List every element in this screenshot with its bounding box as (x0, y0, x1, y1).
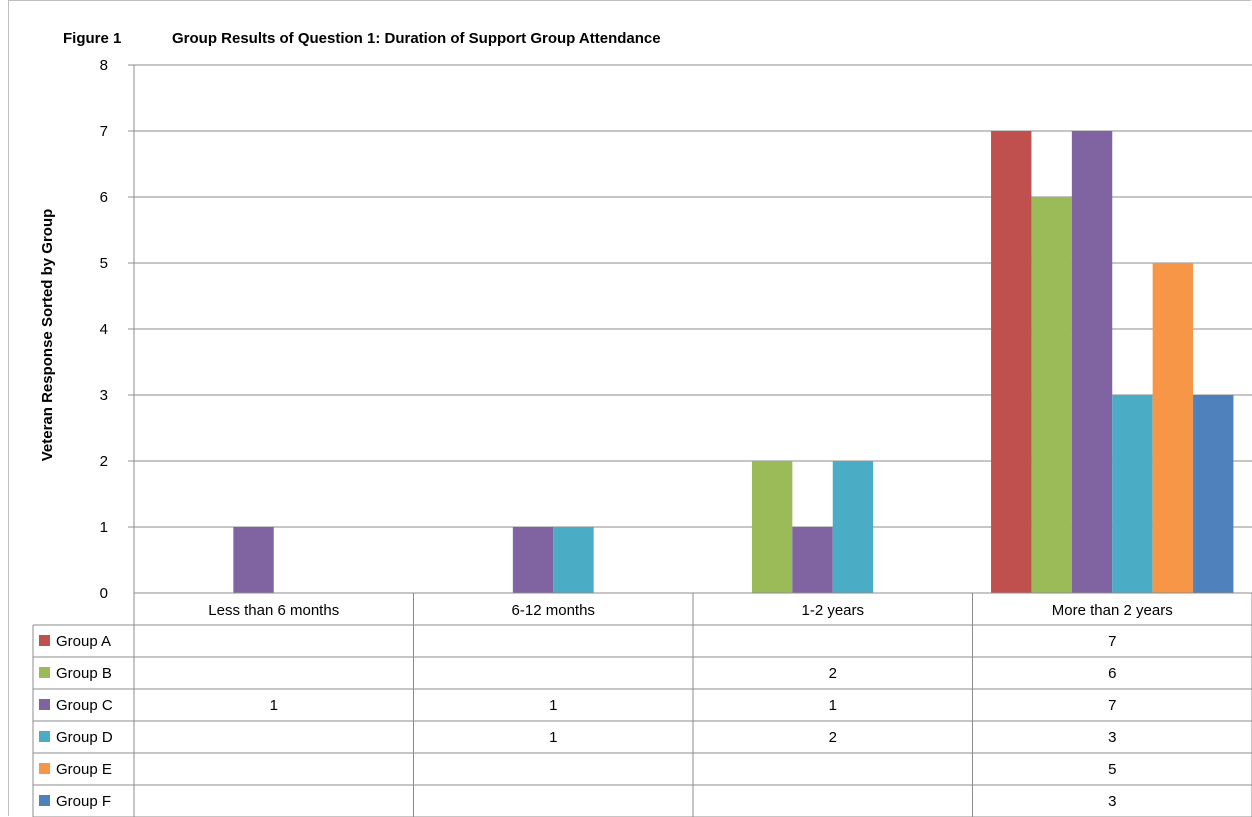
legend-swatch (39, 763, 50, 774)
legend-swatch (39, 795, 50, 806)
data-label: 2 (829, 729, 837, 746)
bar (991, 131, 1032, 593)
legend-swatch (39, 731, 50, 742)
legend-label: Group F (56, 793, 111, 810)
bars (233, 131, 1234, 593)
data-label: 5 (1108, 761, 1116, 778)
y-tick-label: 1 (100, 519, 108, 536)
data-label: 6 (1108, 665, 1116, 682)
data-table: Less than 6 months 6-12 months 1-2 years Mo… (32, 592, 1252, 817)
x-tick-label: Less than 6 months (208, 602, 339, 619)
bar (832, 461, 874, 593)
chart-title: Group Results of Question 1: Duration of… (172, 30, 661, 47)
data-label: 7 (1108, 633, 1116, 650)
y-axis-ticks: 0 1 2 3 4 5 6 7 8 (100, 57, 108, 602)
y-tick-label: 8 (100, 57, 108, 74)
data-label: 7 (1108, 697, 1116, 714)
x-tick-label: 1-2 years (801, 602, 864, 619)
bar (1031, 197, 1072, 593)
legend-label: Group E (56, 761, 112, 778)
data-label: 3 (1108, 729, 1116, 746)
y-tick-label: 6 (100, 189, 108, 206)
bar (1112, 395, 1153, 593)
legend-label: Group C (56, 697, 113, 714)
y-tick-label: 7 (100, 123, 108, 140)
legend-label: Group A (56, 633, 111, 650)
bar (1152, 263, 1194, 593)
x-tick-label: More than 2 years (1052, 602, 1173, 619)
bar (1071, 131, 1113, 593)
data-label: 3 (1108, 793, 1116, 810)
bar (553, 527, 594, 593)
legend-swatch (39, 699, 50, 710)
y-tick-label: 4 (100, 321, 108, 338)
y-tick-label: 3 (100, 387, 108, 404)
data-label: 2 (829, 665, 837, 682)
chart-frame (8, 0, 1251, 816)
legend-swatch (39, 667, 50, 678)
data-label: 1 (549, 697, 557, 714)
legend-label: Group D (56, 729, 113, 746)
figure-label: Figure 1 (63, 30, 121, 47)
y-tick-label: 2 (100, 453, 108, 470)
bar (792, 527, 833, 593)
y-tick-label: 0 (100, 585, 108, 602)
bar (512, 527, 554, 593)
y-axis-label: Veteran Response Sorted by Group (39, 209, 56, 462)
legend-label: Group B (56, 665, 112, 682)
bar (1193, 395, 1234, 593)
legend-swatch (39, 635, 50, 646)
bar (233, 527, 274, 593)
x-tick-label: 6-12 months (512, 602, 595, 619)
data-label: 1 (549, 729, 557, 746)
y-tick-label: 5 (100, 255, 108, 272)
data-label: 1 (829, 697, 837, 714)
data-label: 1 (270, 697, 278, 714)
bar (751, 461, 793, 593)
